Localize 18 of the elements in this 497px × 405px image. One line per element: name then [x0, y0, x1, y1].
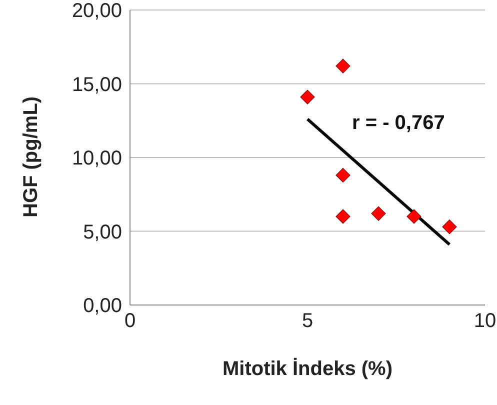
y-tick-label: 5,00: [83, 221, 122, 244]
y-tick-label: 0,00: [83, 295, 122, 318]
point: [336, 168, 350, 182]
y-tick-label: 10,00: [72, 148, 122, 170]
x-tick-label: 10: [474, 310, 496, 332]
point: [300, 90, 315, 104]
y-tick-label: 15,00: [72, 74, 122, 96]
point: [336, 209, 350, 224]
x-axis-title: Mitotik İndeks (%): [222, 357, 393, 380]
annotation: r = - 0,767: [352, 112, 445, 135]
point: [442, 220, 457, 234]
y-tick-label: 20,00: [72, 0, 122, 22]
point: [371, 206, 386, 221]
y-axis-title: HGF (pg/mL): [20, 96, 42, 218]
x-tick-label: 5: [302, 310, 314, 332]
point: [406, 209, 422, 224]
point: [336, 58, 350, 74]
x-tick-label: 0: [124, 310, 136, 332]
